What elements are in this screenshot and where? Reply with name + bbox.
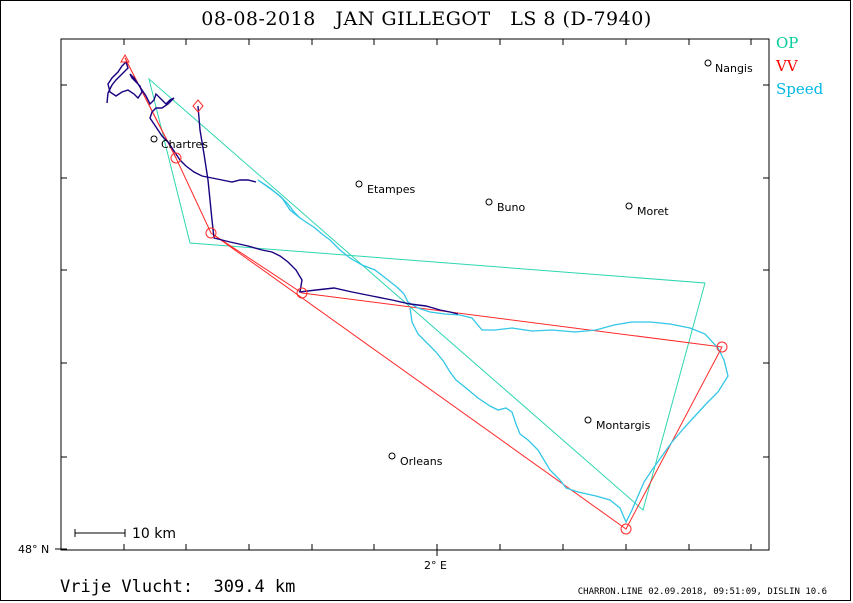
scale-bar-label: 10 km bbox=[132, 526, 177, 542]
scale-bar bbox=[74, 529, 126, 537]
turnpoint-marker bbox=[205, 227, 217, 239]
legend-speed: Speed bbox=[776, 80, 824, 98]
town-marker bbox=[704, 59, 712, 67]
pilot-name: JAN GILLEGOT bbox=[335, 8, 491, 30]
axis-ticks bbox=[55, 39, 769, 556]
legend-vv: VV bbox=[776, 57, 798, 75]
plot-box bbox=[60, 38, 770, 551]
town-label: Nangis bbox=[715, 62, 753, 75]
distance-text: Vrije Vlucht: 309.4 km bbox=[60, 577, 296, 597]
legend-op: OP bbox=[776, 34, 799, 52]
town-label: Etampes bbox=[367, 183, 416, 196]
longitude-label: 2° E bbox=[424, 559, 447, 572]
start-marker bbox=[192, 99, 204, 113]
latitude-label: 48° N bbox=[18, 543, 50, 556]
town-label: Montargis bbox=[596, 419, 651, 432]
turnpoint-marker bbox=[296, 287, 308, 299]
flight-track bbox=[106, 60, 257, 183]
town-label: Chartres bbox=[161, 138, 209, 151]
footer-text: CHARRON.LINE 02.09.2018, 09:51:09, DISLI… bbox=[577, 587, 827, 597]
town-marker bbox=[150, 135, 158, 143]
town-label: Orleans bbox=[400, 455, 443, 468]
flight-title: 08-08-2018 JAN GILLEGOT LS 8 (D-7940) bbox=[0, 8, 853, 30]
turnpoint-marker bbox=[620, 523, 632, 535]
town-label: Buno bbox=[497, 201, 526, 214]
glider-id: LS 8 (D-7940) bbox=[510, 8, 652, 30]
town-marker bbox=[625, 202, 633, 210]
town-marker bbox=[388, 452, 396, 460]
speed-track-north bbox=[257, 179, 301, 219]
flight-track-south bbox=[197, 105, 459, 315]
op-polygon bbox=[148, 77, 706, 511]
turnpoints bbox=[120, 53, 728, 535]
flight-date: 08-08-2018 bbox=[201, 8, 316, 30]
speed-track bbox=[257, 179, 729, 524]
town-marker bbox=[485, 198, 493, 206]
town-marker bbox=[355, 180, 363, 188]
town-marker bbox=[584, 416, 592, 424]
town-markers bbox=[150, 59, 712, 460]
finish-marker bbox=[120, 53, 130, 63]
turnpoint-marker bbox=[716, 341, 728, 353]
town-label: Moret bbox=[637, 205, 669, 218]
turnpoint-marker bbox=[170, 152, 182, 164]
